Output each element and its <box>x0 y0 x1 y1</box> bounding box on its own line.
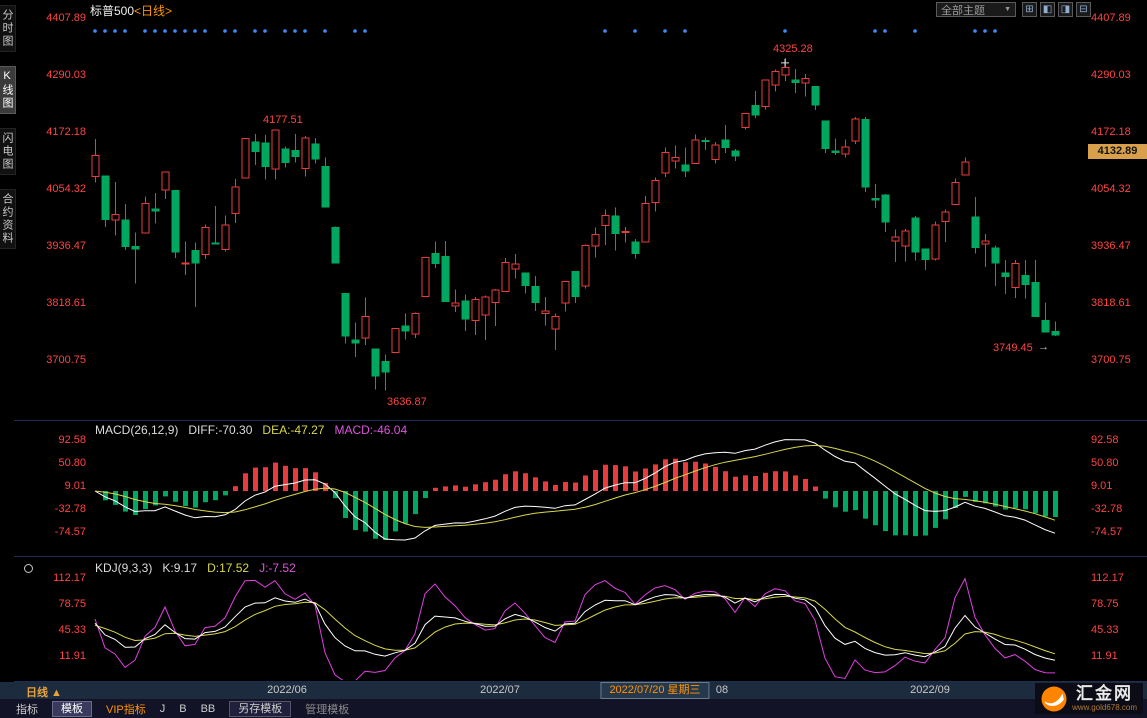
period-tag: <日线> <box>134 4 173 18</box>
date-label: 2022/06 <box>267 684 307 696</box>
macd-axis-label: 92.58 <box>1091 434 1119 446</box>
selected-date-label: 2022/07/20 星期三 <box>600 682 710 699</box>
toolbar-item-templates[interactable]: 模板 <box>52 700 92 717</box>
kdj-d-line <box>94 595 1056 655</box>
period-selector[interactable]: 日线 ▲ <box>26 687 62 699</box>
toolbar-item-save-template[interactable]: 另存模板 <box>229 700 292 717</box>
price-annotation: 4177.51 <box>263 114 303 127</box>
theme-dropdown[interactable]: 全部主题 ▼ <box>936 2 1016 17</box>
price-annotation: 4325.28 <box>773 42 813 55</box>
toolbar-item-b[interactable]: B <box>179 702 187 715</box>
kdj-k-value: K:9.17 <box>162 561 198 575</box>
macd-axis-label: -74.57 <box>1091 526 1123 538</box>
kdj-d-value: D:17.52 <box>207 561 250 575</box>
price-axis-label: 4172.18 <box>1091 126 1131 138</box>
panel-separators <box>0 420 1147 682</box>
layout-left-panel-icon[interactable]: ◧ <box>1040 2 1055 17</box>
price-axis-label: 3818.61 <box>1091 297 1131 309</box>
macd-axis-label: 92.58 <box>58 434 86 446</box>
logo-text: 汇金网 www.gold678.com <box>1072 685 1137 712</box>
macd-value: MACD:-46.04 <box>334 423 408 437</box>
date-label: 2022/07 <box>480 684 520 696</box>
kdj-axis-label: 45.33 <box>1091 624 1119 636</box>
layout-buttons: ⊞ ◧ ◨ ⊟ <box>1022 2 1091 17</box>
price-axis-label: 3936.47 <box>1091 240 1131 252</box>
sidebar-item-kline-chart[interactable]: K线图 <box>0 66 16 114</box>
price-axis-label: 4054.32 <box>1091 183 1131 195</box>
price-axis-label: 3936.47 <box>46 240 86 252</box>
price-annotation: 3636.87 <box>387 395 427 408</box>
toolbar-item-bb[interactable]: BB <box>200 702 216 715</box>
macd-header: MACD(26,12,9) DIFF:-70.30 DEA:-47.27 MAC… <box>95 423 407 437</box>
kdj-k-line <box>94 593 1056 661</box>
price-axis-label: 4290.03 <box>46 69 86 81</box>
macd-diff-value: DIFF:-70.30 <box>188 423 253 437</box>
logo-name: 汇金网 <box>1076 684 1134 703</box>
toolbar-item-j[interactable]: J <box>159 702 166 715</box>
high-cross-marker <box>781 58 789 67</box>
kdj-axis-label: 11.91 <box>1091 650 1118 662</box>
kdj-axis-label: 112.17 <box>1091 572 1124 584</box>
macd-axis-label: -74.57 <box>54 526 86 538</box>
symbol-name: 标普500 <box>90 4 135 18</box>
price-annotation: 3749.45 <box>993 342 1033 355</box>
macd-axis-label: 9.01 <box>1091 480 1113 492</box>
toolbar-item-manage-template[interactable]: 管理模板 <box>305 703 350 716</box>
price-axis-label: 4054.32 <box>46 183 86 195</box>
time-axis: 日线 ▲ 2022/06 2022/07 08 2022/09 2022/07/20 星… <box>0 682 1147 699</box>
macd-diff-line <box>94 439 1056 541</box>
layout-grid-icon[interactable]: ⊞ <box>1022 2 1037 17</box>
macd-axis-label: 50.80 <box>58 457 86 469</box>
sidebar-item-lightning-chart[interactable]: 闪电图 <box>0 128 16 175</box>
indicator-settings-icon[interactable] <box>24 564 33 573</box>
chevron-down-icon: ▼ <box>1004 6 1011 13</box>
price-axis-label: 3818.61 <box>46 297 86 309</box>
price-axis-label: 4407.89 <box>1091 12 1131 24</box>
kdj-axis-label: 11.91 <box>59 650 86 662</box>
price-axis-label: 4172.18 <box>46 126 86 138</box>
theme-dropdown-label: 全部主题 <box>941 4 985 17</box>
toolbar-item-indicators[interactable]: 指标 <box>16 703 38 716</box>
kdj-axis-label: 78.75 <box>58 598 86 610</box>
chart-type-sidebar: 分时图 K线图闪电图合约资料 <box>0 0 16 682</box>
macd-params: MACD(26,12,9) <box>95 423 179 437</box>
date-label: 08 <box>715 684 729 696</box>
bottom-toolbar: 指标 模板 VIP指标 J B BB 另存模板 管理模板 <box>0 699 1147 718</box>
macd-axis-label: -32.78 <box>54 503 86 515</box>
kdj-panel <box>94 577 1056 680</box>
kdj-j-value: J:-7.52 <box>259 561 296 575</box>
toolbar-item-vip-indicators[interactable]: VIP指标 <box>106 703 146 716</box>
current-price-tag: 4132.89 <box>1088 144 1147 159</box>
macd-axis-label: -32.78 <box>1091 503 1123 515</box>
kdj-axis-label: 112.17 <box>53 572 86 584</box>
layout-right-panel-icon[interactable]: ◨ <box>1058 2 1073 17</box>
price-axis-label: 4290.03 <box>1091 69 1131 81</box>
site-logo: 汇金网 www.gold678.com <box>1035 683 1143 714</box>
kdj-axis-label: 45.33 <box>58 624 86 636</box>
layout-rows-icon[interactable]: ⊟ <box>1076 2 1091 17</box>
kdj-j-line <box>94 577 1056 680</box>
huijin-logo-icon <box>1041 686 1067 711</box>
price-axis-label: 3700.75 <box>46 354 86 366</box>
logo-url: www.gold678.com <box>1072 703 1137 712</box>
chart-title: 标普500<日线> <box>90 2 172 19</box>
event-dots <box>93 29 997 33</box>
kdj-header: KDJ(9,3,3) K:9.17 D:17.52 J:-7.52 <box>95 561 296 575</box>
macd-dea-line <box>94 444 1056 528</box>
date-label: 2022/09 <box>910 684 950 696</box>
macd-axis-label: 50.80 <box>1091 457 1119 469</box>
kdj-params: KDJ(9,3,3) <box>95 561 153 575</box>
macd-dea-value: DEA:-47.27 <box>262 423 325 437</box>
macd-axis-label: 9.01 <box>64 480 86 492</box>
arrow-right-icon: → <box>1038 341 1049 354</box>
kdj-axis-label: 78.75 <box>1091 598 1119 610</box>
sidebar-item-time-chart[interactable]: 分时图 <box>0 5 16 52</box>
price-axis-label: 3700.75 <box>1091 354 1131 366</box>
sidebar-item-contract-info[interactable]: 合约资料 <box>0 189 16 249</box>
price-axis-label: 4407.89 <box>46 12 86 24</box>
candlestick-series <box>91 57 1060 391</box>
macd-panel <box>94 439 1058 541</box>
